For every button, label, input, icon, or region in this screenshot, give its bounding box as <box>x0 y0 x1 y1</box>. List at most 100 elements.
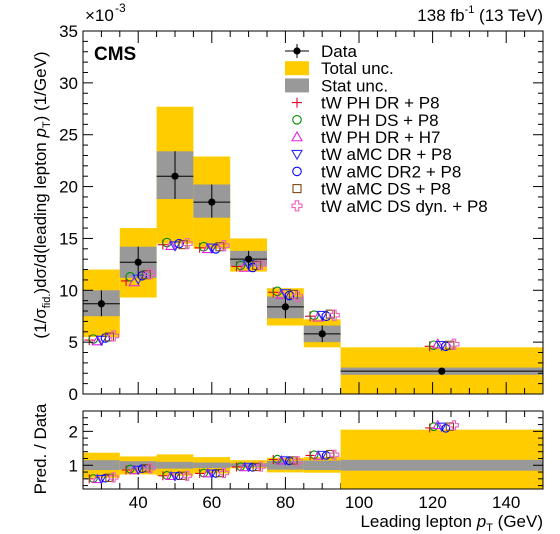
prediction-marker <box>328 309 340 321</box>
data-point <box>438 367 446 375</box>
prediction-marker <box>141 270 151 280</box>
svg-text:138 fb-1 (13 TeV): 138 fb-1 (13 TeV) <box>417 4 543 25</box>
cms-label: CMS <box>94 44 136 65</box>
ratio-axes-frame <box>82 410 544 490</box>
legend-label: tW aMC DS dyn. + P8 <box>321 197 488 216</box>
main-axes-frame <box>82 30 544 395</box>
ratio-prediction-marker <box>275 454 287 465</box>
legend-marker <box>292 97 302 108</box>
ratio-prediction-marker <box>279 456 291 466</box>
prediction-marker <box>291 290 304 303</box>
ratio-prediction-marker <box>326 449 335 459</box>
legend-entry: Stat unc. <box>285 76 388 95</box>
prediction-marker <box>428 340 439 351</box>
prediction-marker <box>201 242 214 254</box>
ratio-prediction-marker <box>252 462 261 472</box>
data-point <box>245 255 253 263</box>
lumi-label: 138 fb-1 (13 TeV) <box>417 4 543 25</box>
legend-entry: tW PH DR + P8 <box>292 94 440 113</box>
main-y-tick-label: 25 <box>59 126 78 145</box>
ratio-prediction-marker <box>182 470 193 481</box>
ratio-stat-unc-band <box>156 461 194 469</box>
ratio-prediction-marker <box>436 422 448 433</box>
ratio-prediction-marker <box>289 456 298 465</box>
ratio-stat-unc-band <box>230 463 267 467</box>
main-y-tick-label: 20 <box>59 178 78 197</box>
ratio-stat-unc-band <box>193 462 231 468</box>
main-y-axis-title: (1/σfid.)dσ/d(leading lepton pT) (1/GeV) <box>31 51 53 338</box>
legend-entry: tW aMC DS + P8 <box>292 180 451 199</box>
data-point <box>281 303 289 311</box>
main-y-tick-label: 35 <box>59 22 78 41</box>
ratio-prediction-marker <box>169 472 181 482</box>
ratio-prediction-marker <box>432 419 444 430</box>
x-tick-label: 80 <box>276 493 295 512</box>
legend-entry: tW aMC DS dyn. + P8 <box>291 197 488 216</box>
legend-label: tW aMC DR + P8 <box>321 145 452 164</box>
prediction-marker <box>325 309 335 319</box>
ratio-prediction-marker <box>292 456 303 467</box>
ratio-prediction-marker <box>206 469 218 480</box>
prediction-marker <box>275 288 288 299</box>
legend-total-swatch <box>285 61 309 76</box>
main-y-tick-label: 30 <box>59 74 78 93</box>
legend-entry: tW aMC DR + P8 <box>291 145 452 164</box>
x-tick-label: 120 <box>418 493 446 512</box>
legend-label: Data <box>321 42 357 61</box>
ratio-stat-unc-band <box>83 460 120 471</box>
prediction-marker <box>448 338 460 350</box>
legend-label: tW PH DS + P8 <box>321 111 439 130</box>
legend-entry: tW aMC DR2 + P8 <box>292 162 461 181</box>
ratio-prediction-marker <box>329 449 340 460</box>
ratio-prediction-marker <box>145 463 156 474</box>
x-tick-label: 140 <box>492 493 520 512</box>
x-tick-label: 100 <box>345 493 373 512</box>
ratio-stat-unc-band <box>340 459 543 471</box>
svg-text:Leading lepton pT (GeV): Leading lepton pT (GeV) <box>360 512 543 534</box>
prediction-marker <box>435 340 448 352</box>
main-y-tick-label: 0 <box>69 385 78 404</box>
prediction-marker <box>215 242 225 252</box>
main-plot-panel: 0 5 10 15 20 25 30 35 <box>59 22 544 489</box>
energy-label: (13 TeV) <box>474 6 543 25</box>
main-y-tick-label: 10 <box>59 281 78 300</box>
ratio-prediction-marker <box>215 468 225 478</box>
data-point <box>208 198 216 206</box>
ratio-y-tick-label: 2 <box>69 422 78 441</box>
prediction-marker <box>255 258 267 270</box>
ratio-stat-unc-band <box>119 461 157 470</box>
ratio-prediction-marker <box>218 468 229 479</box>
ratio-plot-panel: 1 2 40 60 80 100 120 140 <box>69 410 544 512</box>
prediction-marker <box>316 310 329 322</box>
legend-label: tW aMC DR2 + P8 <box>321 162 461 181</box>
prediction-marker <box>91 334 104 346</box>
data-point <box>134 258 142 266</box>
ratio-stat-unc-band <box>303 460 341 471</box>
legend-entry: tW PH DS + P8 <box>292 111 439 130</box>
legend-entry: tW PH DR + H7 <box>291 128 441 147</box>
x-axis-title: Leading lepton pT (GeV) <box>360 512 543 534</box>
y-scale-exponent: -3 <box>115 1 126 15</box>
data-point <box>171 172 179 180</box>
x-tick-label: 60 <box>202 493 221 512</box>
ratio-prediction-marker <box>142 464 151 473</box>
main-y-tick-label: 5 <box>69 333 78 352</box>
prediction-marker <box>445 340 455 350</box>
prediction-marker <box>279 289 292 300</box>
ratio-prediction-marker <box>202 467 214 478</box>
ratio-prediction-marker <box>239 461 250 472</box>
legend-marker <box>291 130 303 142</box>
legend-entry: Data <box>285 42 357 61</box>
legend-marker <box>292 166 302 177</box>
legend-label: tW PH DR + H7 <box>321 128 441 147</box>
y-scale-base: ×10 <box>85 6 114 25</box>
prediction-marker <box>181 238 193 250</box>
ratio-prediction-marker <box>448 420 459 431</box>
data-point <box>97 300 105 308</box>
legend-label: Total unc. <box>321 59 394 78</box>
lumi-exponent: -1 <box>465 4 475 16</box>
ratio-prediction-marker <box>105 473 114 482</box>
lumi-value: 138 fb <box>417 6 464 25</box>
